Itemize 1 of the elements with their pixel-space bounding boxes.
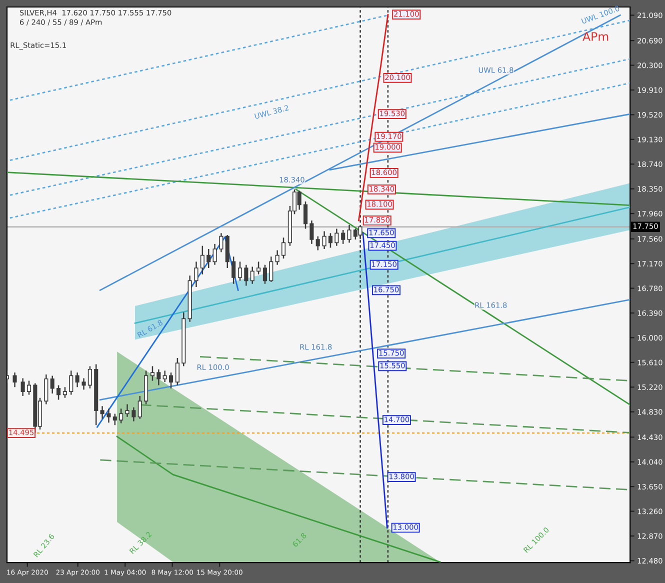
annotation: APm xyxy=(582,32,608,41)
